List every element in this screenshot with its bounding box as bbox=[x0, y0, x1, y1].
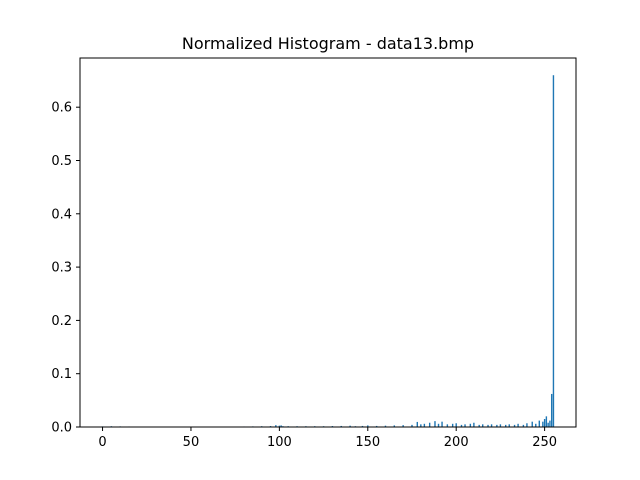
x-tick-label: 250 bbox=[532, 435, 557, 450]
histogram-bar bbox=[446, 424, 449, 427]
histogram-bar bbox=[550, 393, 553, 427]
histogram-bar bbox=[402, 425, 404, 427]
histogram-bar bbox=[508, 424, 510, 427]
histogram-bar bbox=[469, 423, 472, 427]
bars-group bbox=[101, 75, 555, 428]
histogram-bar bbox=[535, 423, 537, 427]
x-tick-label: 50 bbox=[183, 435, 200, 450]
chart-title: Normalized Histogram - data13.bmp bbox=[182, 34, 474, 53]
histogram-bar bbox=[275, 425, 277, 427]
histogram-bar bbox=[420, 424, 422, 427]
histogram-bar bbox=[434, 421, 436, 427]
y-tick-label: 0.4 bbox=[51, 207, 72, 222]
histogram-bar bbox=[280, 425, 282, 427]
histogram-bar bbox=[411, 424, 413, 427]
histogram-bar bbox=[547, 422, 549, 427]
histogram-bar bbox=[278, 425, 281, 427]
histogram-bar bbox=[340, 425, 342, 427]
y-tick-label: 0.6 bbox=[51, 101, 72, 116]
y-tick-label: 0.5 bbox=[51, 154, 72, 169]
y-tick-label: 0.1 bbox=[51, 367, 72, 382]
histogram-bar bbox=[384, 425, 387, 427]
histogram-bar bbox=[478, 424, 480, 427]
histogram-bar bbox=[526, 423, 528, 427]
histogram-bar bbox=[513, 424, 516, 427]
histogram-bar bbox=[367, 425, 369, 427]
histogram-bar bbox=[361, 425, 364, 427]
histogram-bar bbox=[423, 423, 426, 427]
plot-frame bbox=[79, 57, 577, 428]
histogram-bar bbox=[428, 422, 431, 427]
histogram-bar bbox=[473, 422, 475, 427]
histogram-bar bbox=[455, 423, 457, 427]
histogram-bar bbox=[451, 423, 454, 427]
histogram-bar bbox=[531, 421, 533, 427]
x-axis-ticks: 0 50 100 150 200 250 bbox=[98, 427, 557, 450]
y-tick-label: 0.0 bbox=[51, 421, 72, 436]
histogram-bar bbox=[549, 420, 551, 427]
histogram-bar bbox=[543, 419, 546, 427]
y-tick-label: 0.3 bbox=[51, 261, 72, 276]
histogram-bar bbox=[505, 424, 507, 427]
histogram-bar bbox=[538, 420, 541, 427]
histogram-bar bbox=[552, 75, 555, 427]
histogram-bar bbox=[487, 424, 489, 427]
y-tick-label: 0.2 bbox=[51, 314, 72, 329]
x-tick-label: 200 bbox=[444, 435, 469, 450]
histogram-bar bbox=[517, 423, 519, 427]
histogram-bar bbox=[349, 425, 351, 427]
histogram-bar bbox=[522, 424, 525, 427]
histogram-bar bbox=[542, 421, 544, 427]
x-tick-label: 150 bbox=[355, 435, 380, 450]
histogram-bar bbox=[499, 424, 502, 427]
histogram-bar bbox=[441, 421, 443, 427]
histogram-bar bbox=[490, 424, 493, 427]
histogram-bar bbox=[496, 424, 498, 427]
histogram-bar bbox=[460, 424, 463, 427]
x-tick-label: 0 bbox=[98, 435, 106, 450]
histogram-bar bbox=[482, 424, 484, 427]
histogram-bar bbox=[375, 425, 378, 427]
histogram-bar bbox=[393, 425, 396, 427]
histogram-bar bbox=[437, 423, 440, 427]
y-axis-ticks: 0.0 0.1 0.2 0.3 0.4 0.5 0.6 bbox=[51, 101, 80, 436]
x-tick-label: 100 bbox=[267, 435, 292, 450]
histogram-bar bbox=[464, 424, 466, 427]
histogram-bar bbox=[545, 416, 548, 427]
histogram-bar bbox=[416, 421, 418, 427]
